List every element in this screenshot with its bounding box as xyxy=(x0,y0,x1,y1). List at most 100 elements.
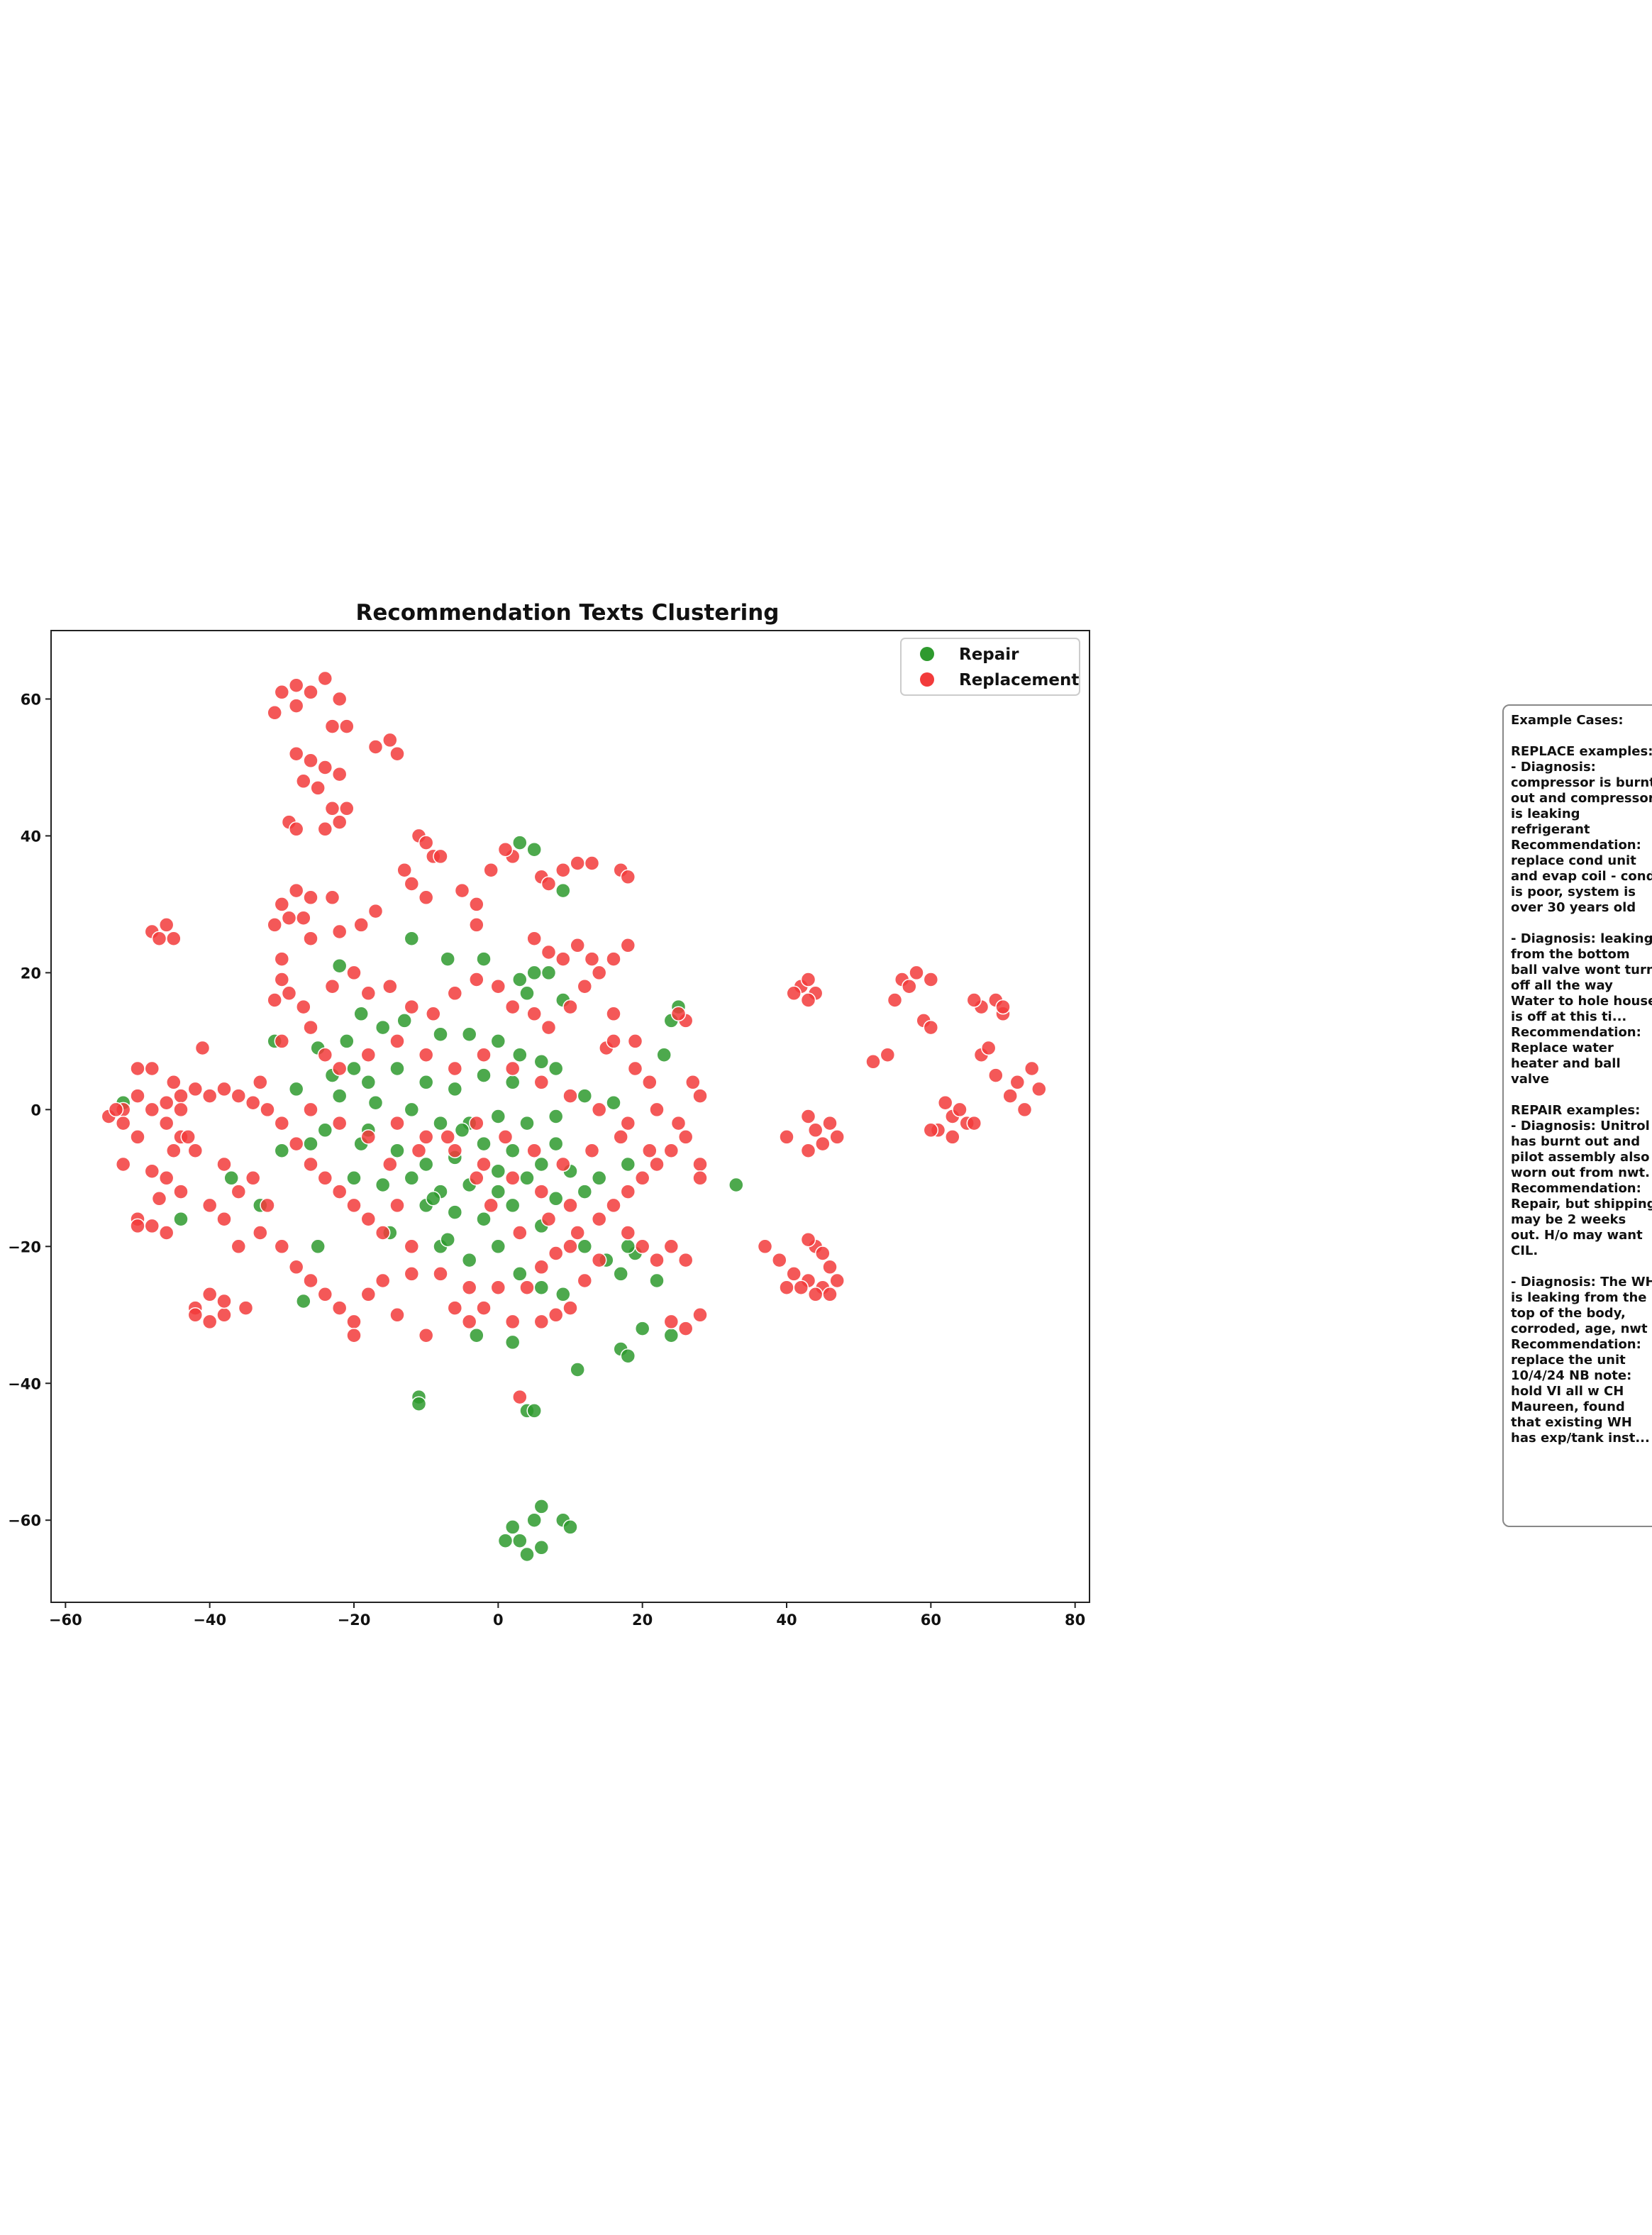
repair-point xyxy=(339,1033,355,1049)
replacement-point xyxy=(367,903,384,919)
replacement-point xyxy=(779,1129,794,1145)
replacement-point xyxy=(642,1143,658,1158)
replacement-point xyxy=(296,910,311,926)
replacement-point xyxy=(324,801,340,816)
replacement-point xyxy=(923,1019,939,1036)
replacement-point xyxy=(288,882,304,899)
replacement-point xyxy=(526,931,542,946)
replacement-point xyxy=(216,1156,232,1172)
repair-point xyxy=(490,1184,506,1199)
replacement-point xyxy=(909,965,924,981)
replacement-point xyxy=(360,985,377,1002)
replacement-point xyxy=(793,1280,809,1295)
repair-point xyxy=(433,1115,448,1131)
replacement-point xyxy=(130,1060,145,1077)
replacement-point xyxy=(980,1040,997,1056)
repair-point xyxy=(533,1540,550,1555)
replacement-point xyxy=(591,1252,607,1268)
repair-point xyxy=(353,1006,369,1022)
replacement-point xyxy=(670,1115,687,1131)
repair-point xyxy=(418,1075,434,1090)
repair-point xyxy=(512,1266,528,1282)
replacement-point xyxy=(382,978,398,994)
repair-point xyxy=(504,1197,521,1214)
replacement-point xyxy=(570,1225,585,1241)
replacement-point xyxy=(800,1143,816,1158)
replacement-point xyxy=(1009,1075,1026,1090)
replacement-point xyxy=(245,1170,261,1186)
repair-point xyxy=(526,1512,542,1528)
repair-point xyxy=(613,1266,628,1282)
repair-point xyxy=(447,1204,463,1220)
replacement-point xyxy=(173,1184,189,1199)
replacement-point xyxy=(526,1006,542,1022)
replacement-point xyxy=(331,814,348,830)
x-tick-label: 80 xyxy=(1065,1612,1085,1629)
replacement-point xyxy=(216,1307,232,1323)
repair-point xyxy=(476,951,492,967)
replacement-point xyxy=(447,1143,463,1158)
replacement-point xyxy=(540,1019,557,1036)
replacement-point xyxy=(800,1109,816,1124)
replacement-point xyxy=(397,862,412,878)
replacement-point xyxy=(570,938,585,953)
example-cases-title: Example Cases: xyxy=(1511,713,1624,728)
replacement-point xyxy=(800,1231,816,1248)
replacement-point xyxy=(288,1259,304,1275)
replacement-point xyxy=(187,1143,204,1158)
replacement-point xyxy=(245,1094,261,1111)
y-tick-label: −40 xyxy=(8,1375,41,1392)
replacement-point xyxy=(346,965,362,981)
replacement-point xyxy=(880,1047,896,1063)
replacement-point xyxy=(404,1238,420,1255)
repair-point xyxy=(555,1287,571,1302)
replacement-point xyxy=(303,1019,318,1036)
replacement-point xyxy=(504,1170,521,1186)
replacement-point xyxy=(454,882,470,899)
replacement-point xyxy=(497,841,514,858)
repair-point xyxy=(490,1163,506,1179)
replacement-point xyxy=(281,910,297,926)
replacement-point xyxy=(389,1307,405,1323)
replacement-point xyxy=(584,855,600,871)
replacement-point xyxy=(469,1170,484,1186)
replacement-point xyxy=(317,821,333,837)
repair-point xyxy=(526,965,542,981)
replacement-point xyxy=(260,1197,275,1214)
replacement-point xyxy=(533,1259,550,1275)
replacement-point xyxy=(562,1197,578,1214)
repair-point xyxy=(577,1088,593,1104)
replacement-point xyxy=(253,1225,268,1241)
repair-point xyxy=(346,1170,362,1186)
x-tick-label: 0 xyxy=(493,1612,504,1629)
legend-frame xyxy=(900,638,1080,696)
repair-point xyxy=(447,1081,463,1097)
example-cases-text: REPLACE examples: - Diagnosis: compresso… xyxy=(1511,744,1652,1446)
repair-point xyxy=(346,1060,362,1077)
replacement-point xyxy=(166,1075,182,1090)
repair-point xyxy=(548,1060,564,1077)
replacement-point xyxy=(331,1115,348,1131)
repair-point xyxy=(606,1094,621,1111)
y-tick-label: 0 xyxy=(31,1102,41,1119)
replacement-point xyxy=(504,999,521,1015)
replacement-point xyxy=(144,1218,160,1234)
replacement-point xyxy=(1016,1102,1033,1118)
repair-point xyxy=(404,931,420,946)
replacement-point xyxy=(627,1033,643,1049)
replacement-point xyxy=(317,1287,333,1302)
replacement-point xyxy=(677,1321,694,1336)
replacement-point xyxy=(187,1081,204,1097)
axes-layer: −60 −40 −20 0 20 40 60 80 60 40 20 0 −20 −40 −60 xyxy=(8,691,1085,1629)
replacement-point xyxy=(447,1300,463,1316)
repair-point xyxy=(562,1519,578,1535)
repair-point xyxy=(728,1177,744,1193)
replacement-point xyxy=(649,1252,665,1268)
repair-point xyxy=(548,1191,564,1207)
replacement-point xyxy=(606,951,621,967)
replacement-point xyxy=(649,1102,665,1118)
repair-point xyxy=(620,1238,636,1255)
replacement-point xyxy=(288,745,304,762)
x-tick-label: −60 xyxy=(49,1612,82,1629)
replacement-point xyxy=(303,753,318,769)
